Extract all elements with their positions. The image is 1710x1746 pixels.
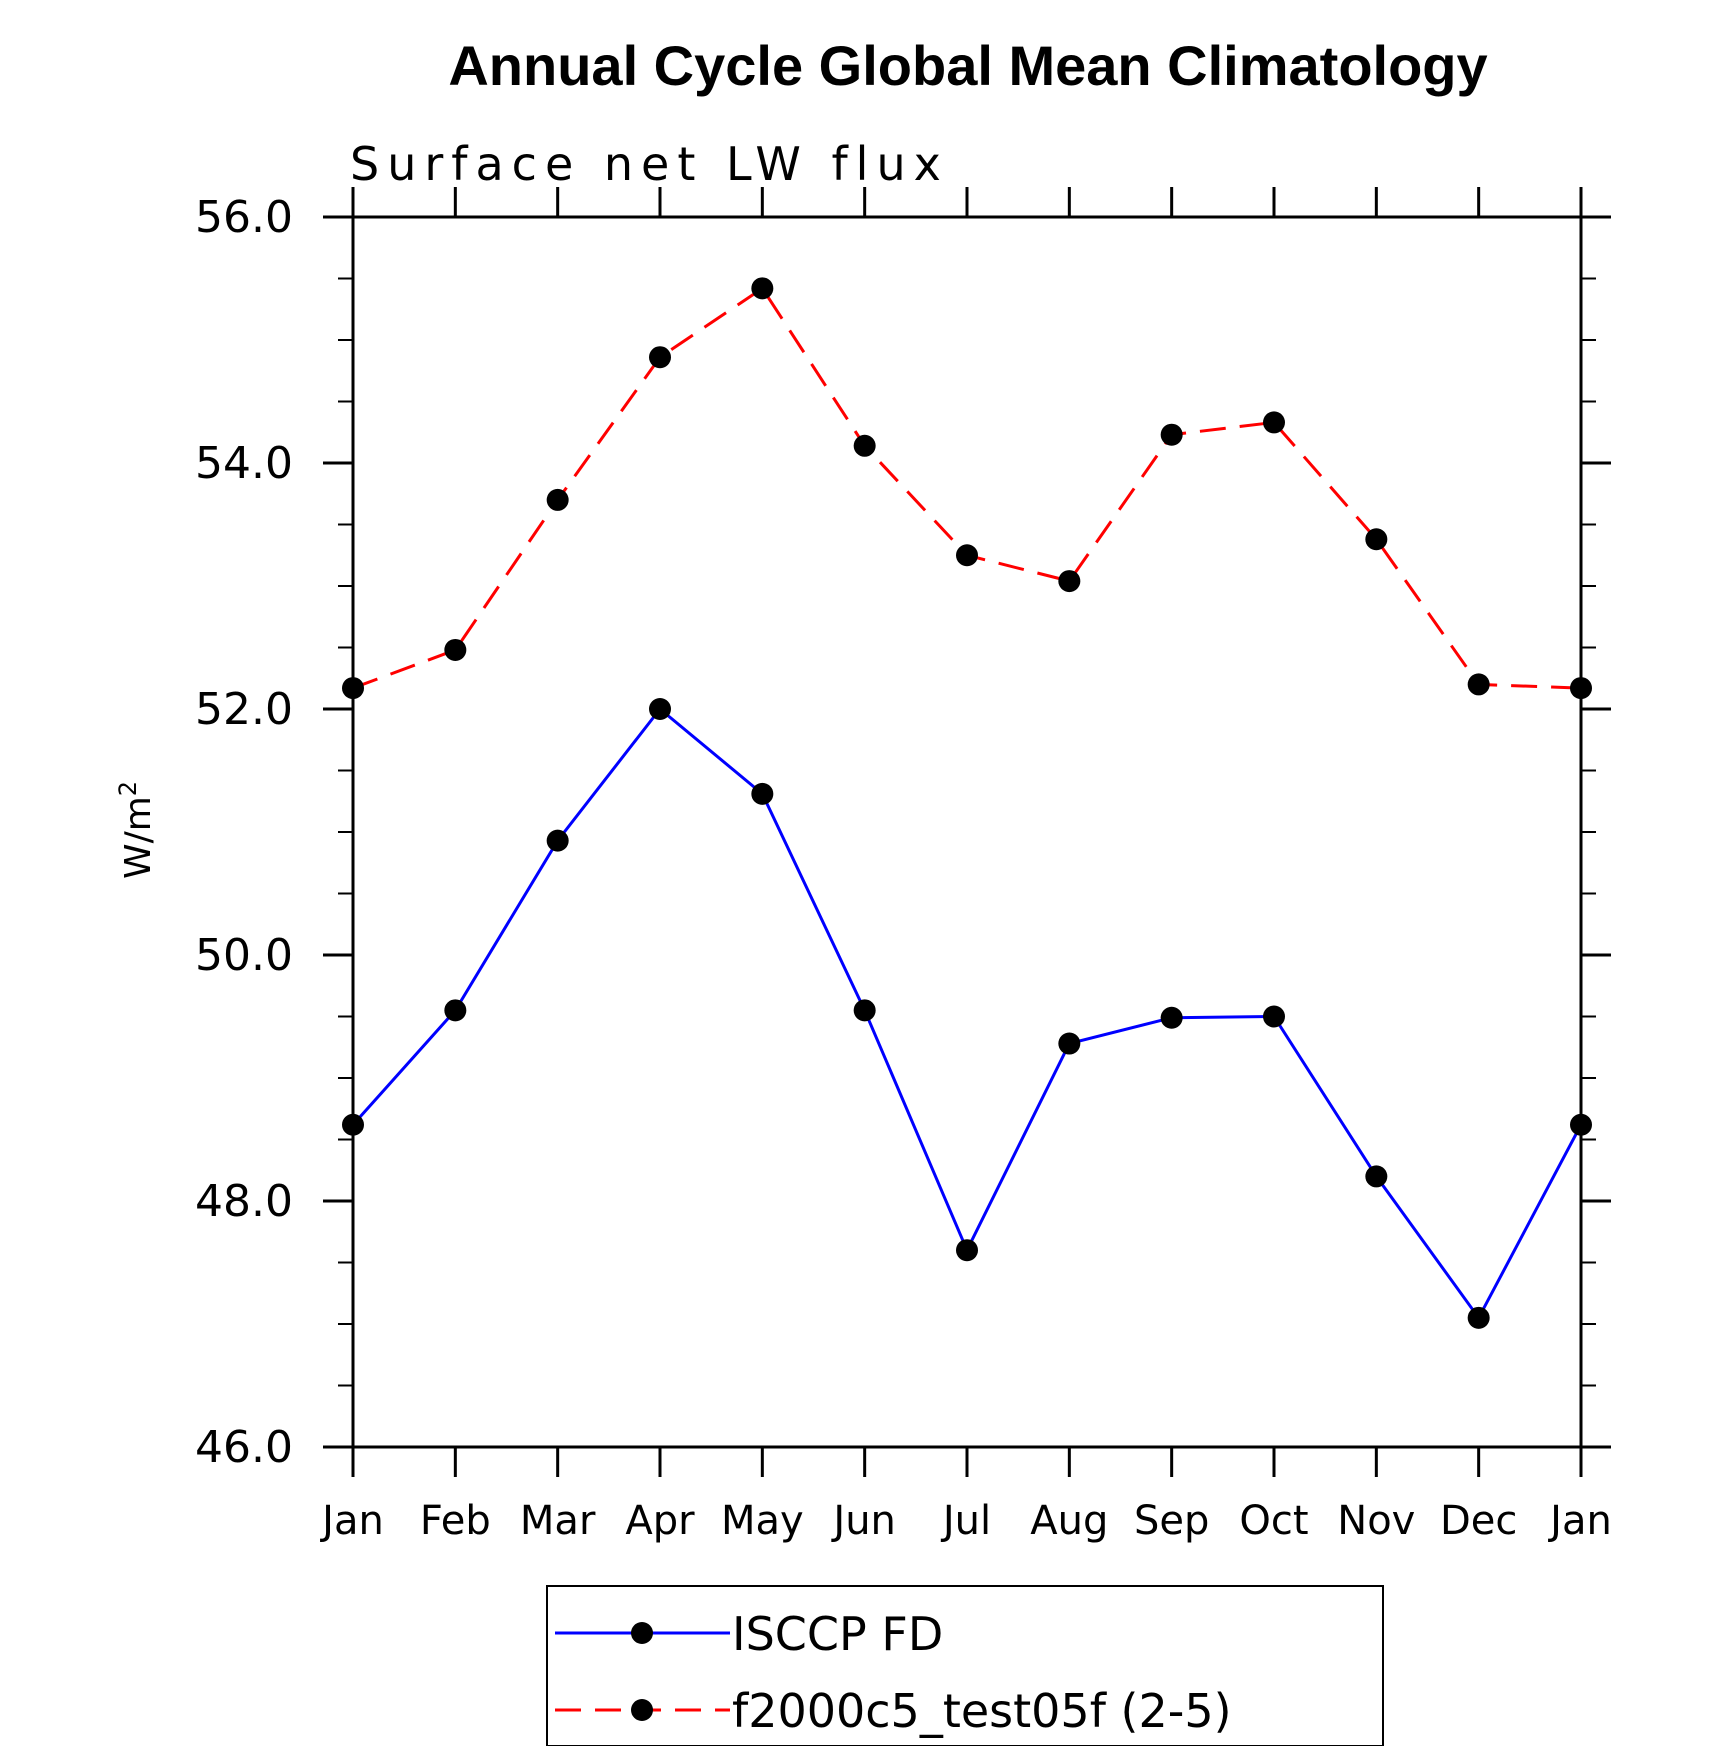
data-point xyxy=(1570,677,1592,700)
svg-text:W/m2: W/m2 xyxy=(114,781,159,879)
y-tick-label: 54.0 xyxy=(195,438,293,489)
chart-subtitle: Surface net LW flux xyxy=(350,137,949,191)
series-line-1 xyxy=(352,286,1582,690)
data-point xyxy=(546,829,569,852)
data-point xyxy=(751,277,774,300)
x-tick-labels: Jan Feb Mar Apr May Jun Jul Aug Sep Oct Nov Dec Jan xyxy=(319,1498,1612,1544)
x-tick-label: Nov xyxy=(1337,1498,1415,1544)
y-tick-label: 46.0 xyxy=(195,1422,293,1473)
x-tick-label: Apr xyxy=(625,1498,695,1544)
data-point xyxy=(649,698,671,720)
data-point xyxy=(1365,528,1388,551)
x-tick-label: Mar xyxy=(520,1498,596,1544)
data-point xyxy=(1467,673,1490,696)
data-point xyxy=(1263,1005,1285,1028)
y-axis-label-superscript: 2 xyxy=(114,781,142,796)
legend-marker-isccp xyxy=(631,1622,653,1644)
data-point xyxy=(342,1113,364,1136)
x-tick-label: Oct xyxy=(1239,1498,1308,1544)
data-point xyxy=(1365,1165,1388,1188)
legend-box xyxy=(546,1585,1384,1746)
series-lines xyxy=(351,286,1583,1321)
axis-ticks xyxy=(323,187,1611,1477)
data-point xyxy=(1058,1032,1081,1055)
data-point xyxy=(1160,1006,1183,1029)
data-point xyxy=(1263,411,1285,434)
x-tick-label: Jan xyxy=(1547,1498,1612,1544)
data-point xyxy=(444,999,467,1022)
series-markers xyxy=(342,277,1592,1329)
x-tick-label: Aug xyxy=(1030,1498,1108,1544)
data-point xyxy=(1160,423,1183,446)
x-tick-label: May xyxy=(721,1498,804,1544)
data-point xyxy=(649,346,671,369)
y-tick-label: 52.0 xyxy=(195,684,293,735)
x-tick-label: Sep xyxy=(1134,1498,1209,1544)
y-tick-label: 56.0 xyxy=(195,192,293,243)
data-point xyxy=(1570,1113,1592,1136)
legend-label-isccp: ISCCP FD xyxy=(732,1607,943,1661)
x-tick-label: Dec xyxy=(1440,1498,1517,1544)
data-point xyxy=(956,1239,978,1262)
legend-marker-model xyxy=(631,1699,653,1721)
y-tick-label: 48.0 xyxy=(195,1176,293,1227)
plot-frame xyxy=(351,215,1583,1449)
y-axis-label: W/m2 xyxy=(114,781,159,879)
data-point xyxy=(444,638,467,661)
data-point xyxy=(1058,570,1081,593)
data-point xyxy=(956,544,978,567)
x-tick-label: Jan xyxy=(319,1498,384,1544)
x-tick-label: Jul xyxy=(940,1498,991,1544)
y-tick-labels: 46.0 48.0 50.0 52.0 54.0 56.0 xyxy=(195,192,293,1473)
y-axis-label-text: W/m xyxy=(118,796,159,879)
x-tick-label: Jun xyxy=(830,1498,896,1544)
data-point xyxy=(342,677,364,700)
data-point xyxy=(853,999,876,1022)
chart-title: Annual Cycle Global Mean Climatology xyxy=(448,34,1487,97)
x-tick-label: Feb xyxy=(420,1498,491,1544)
data-point xyxy=(1467,1306,1490,1329)
data-point xyxy=(751,782,774,805)
legend: ISCCP FD f2000c5_test05f (2-5) xyxy=(546,1585,1384,1746)
legend-label-model: f2000c5_test05f (2-5) xyxy=(732,1684,1232,1738)
series-line-0 xyxy=(351,706,1583,1321)
data-point xyxy=(853,434,876,457)
data-point xyxy=(546,488,569,511)
y-tick-label: 50.0 xyxy=(195,930,293,981)
